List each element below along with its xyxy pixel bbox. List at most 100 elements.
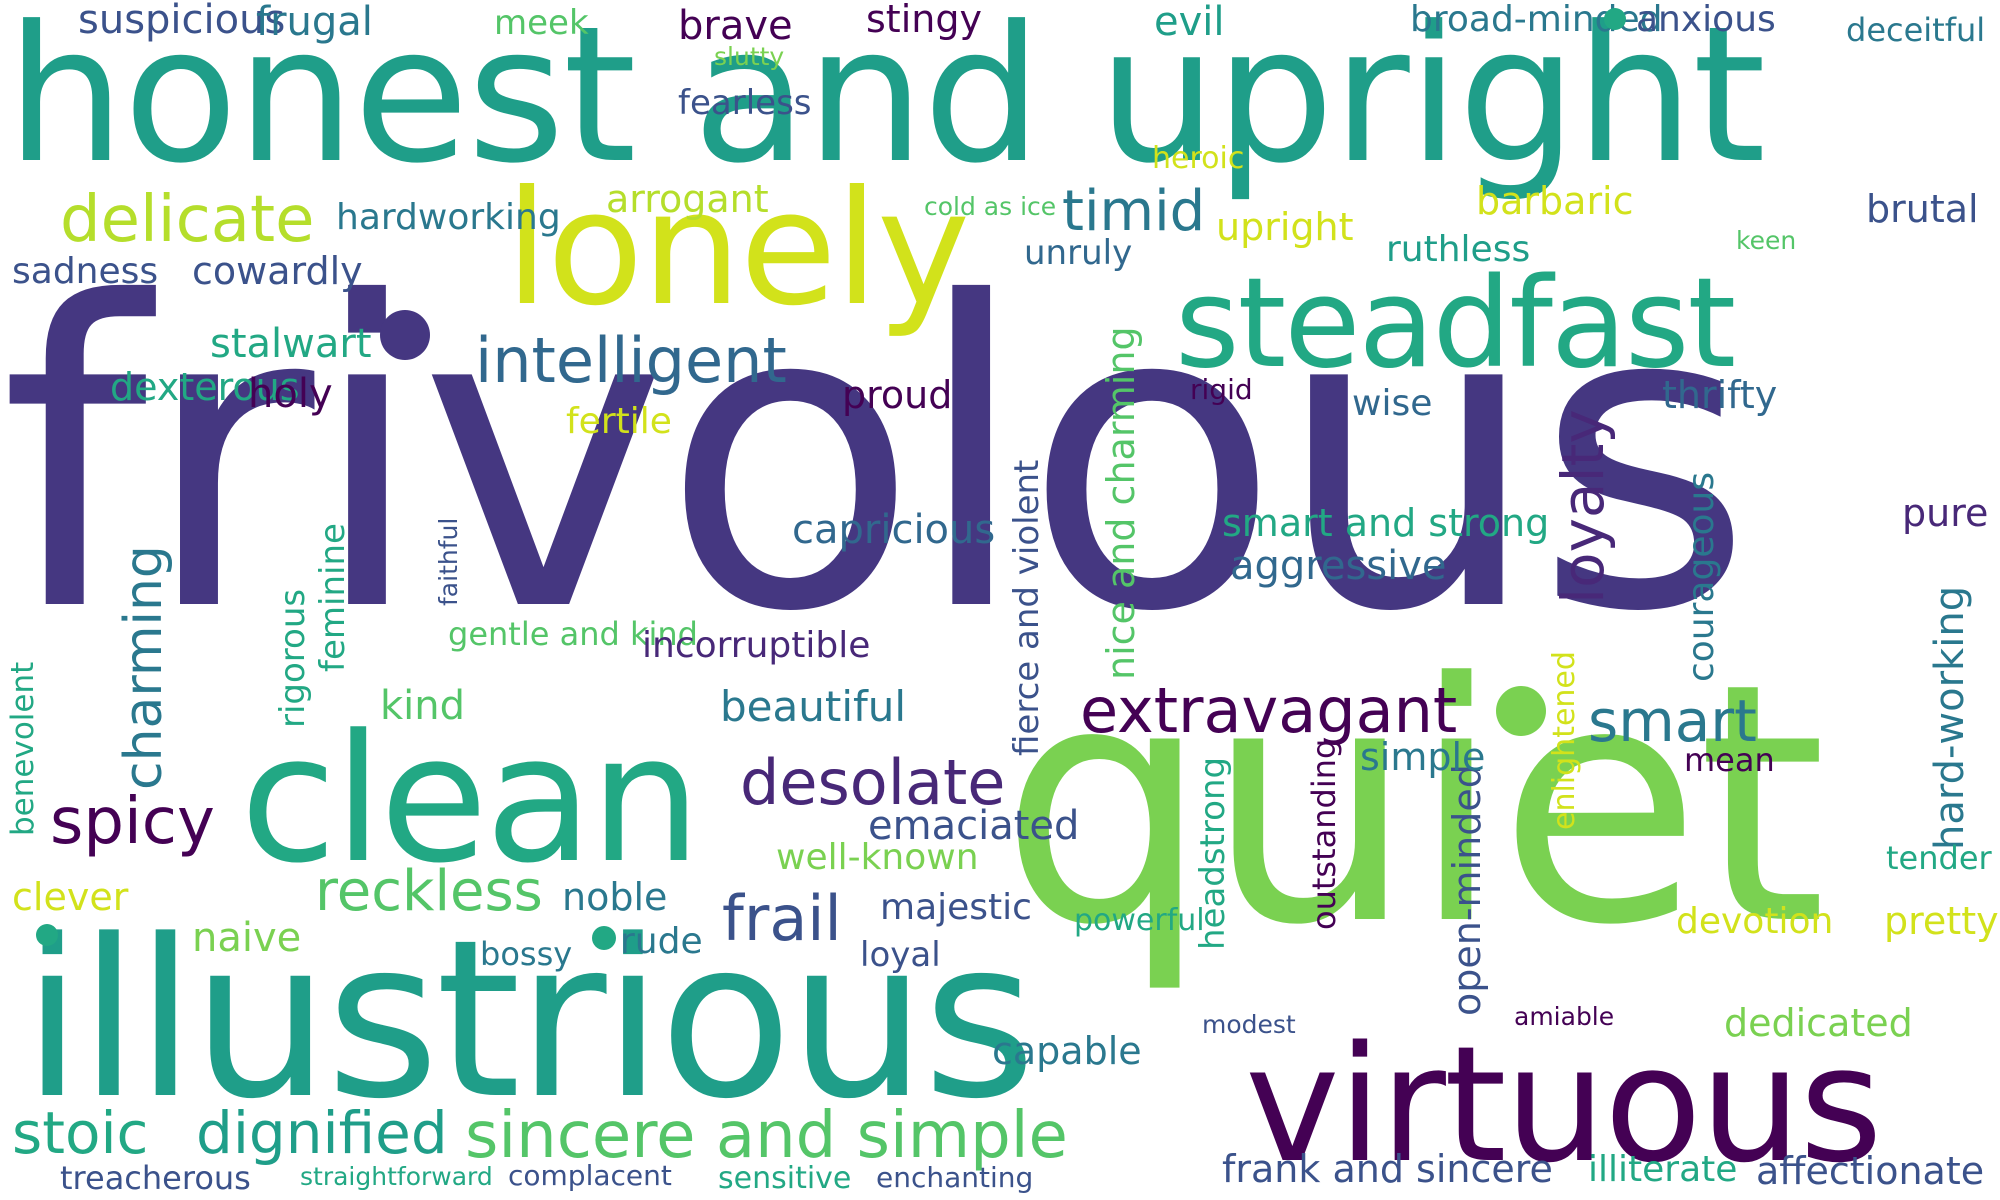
word-meek: deceitful — [1846, 11, 1986, 49]
word-enlightened: stingy — [866, 0, 982, 41]
word-spicy: spicy — [50, 785, 215, 859]
word-keen: fertile — [566, 401, 672, 442]
word-emaciated: well-known — [776, 837, 979, 878]
word-benevolent: frugal — [256, 0, 373, 45]
word-beautiful: mean — [1684, 741, 1775, 779]
word-tender: tender — [1886, 839, 1992, 877]
dot-marker — [36, 924, 58, 946]
word-extravagant: extravagant — [1080, 674, 1458, 747]
word-arrogant: unruly — [1024, 233, 1133, 273]
word-nice-and-charming: nice and charming — [1099, 326, 1143, 680]
word-stingy: fearless — [678, 83, 812, 123]
word-hard-working: hard-working — [1927, 585, 1973, 850]
word-naive: bossy — [480, 935, 573, 973]
word-kind: simple — [1360, 735, 1486, 779]
word-majestic: naive — [192, 915, 302, 961]
word-fertile: smart and strong — [1222, 501, 1550, 545]
word-sensitive: sensitive — [718, 1161, 852, 1196]
word-sadness: proud — [842, 373, 953, 417]
word-desolate: desolate — [740, 746, 1006, 819]
word-intelligent: intelligent — [475, 324, 787, 397]
word-clever: noble — [562, 875, 668, 919]
word-steadfast: steadfast — [1175, 252, 1736, 396]
word-aggressive: rigorous — [273, 588, 313, 728]
word-rigid: capricious — [792, 507, 996, 553]
word-wise: gentle and kind — [448, 615, 698, 653]
word-smart-and-strong: benevolent — [5, 661, 41, 836]
word-illustrious: illustrious — [22, 894, 1036, 1147]
word-clean: clean — [240, 697, 701, 902]
word-proud: aggressive — [1230, 543, 1447, 589]
word-feminine: brave — [678, 3, 793, 49]
word-open-minded: open-minded — [1445, 764, 1489, 1016]
word-pretty: pretty — [1884, 899, 1999, 943]
word-reckless: reckless — [315, 859, 543, 924]
word-frail: frail — [722, 882, 842, 955]
word-slutty: brutal — [1866, 187, 1979, 231]
word-dexterous: thrifty — [1662, 373, 1778, 417]
word-evil: heroic — [1152, 141, 1245, 176]
word-unruly: dexterous — [110, 365, 300, 409]
word-heroic: upright — [1216, 205, 1354, 249]
word-stoic: stoic — [12, 1099, 149, 1167]
word-cold-as-ice: ruthless — [1386, 229, 1531, 270]
word-broad-minded: arrogant — [606, 177, 769, 221]
word-upright: stalwart — [210, 321, 372, 367]
word-loyalty: loyalty — [1549, 409, 1617, 604]
word-noble: majestic — [880, 887, 1032, 928]
word-pure-and-simple: faithful — [434, 517, 463, 606]
word-treacherous: treacherous — [60, 1159, 251, 1197]
word-straightforward: straightforward — [300, 1162, 493, 1191]
word-frugal: anxious — [1636, 0, 1776, 40]
word-complacent: complacent — [508, 1159, 672, 1192]
word-dedicated: dedicated — [1724, 1001, 1913, 1045]
word-rude: loyal — [860, 935, 941, 975]
word-virtuous: virtuous — [1245, 1011, 1883, 1198]
word-modest: modest — [1202, 1010, 1296, 1039]
word-brutal: sadness — [12, 251, 159, 292]
word-capable: capable — [992, 1029, 1142, 1073]
word-illiterate: illiterate — [1588, 1149, 1738, 1190]
word-dignified: dignified — [196, 1099, 448, 1167]
word-lonely: lonely — [505, 157, 970, 341]
word-barbaric: keen — [1736, 226, 1797, 255]
word-devotion: devotion — [1676, 901, 1834, 942]
word-faithful: suspicious — [78, 0, 286, 43]
word-well-known: clever — [12, 875, 129, 919]
word-frank-and-sincere: frank and sincere — [1222, 1147, 1553, 1191]
word-gentle-and-kind: kind — [380, 683, 466, 729]
word-outstanding: evil — [1154, 0, 1225, 45]
word-loyal: powerful — [1074, 903, 1205, 938]
word-smart: smart — [1588, 687, 1757, 755]
word-mean: emaciated — [868, 803, 1080, 849]
word-affectionate: affectionate — [1756, 1149, 1985, 1193]
word-hardworking: cowardly — [192, 249, 363, 293]
word-stalwart: wise — [1352, 383, 1433, 424]
word-ruthless: holy — [248, 371, 333, 417]
word-deceitful: barbaric — [1476, 179, 1634, 223]
word-timid: timid — [1062, 179, 1206, 244]
word-delicate: delicate — [60, 183, 315, 257]
word-anxious: cold as ice — [924, 192, 1057, 221]
dot-marker — [1496, 686, 1546, 736]
word-incorruptible: beautiful — [720, 682, 907, 731]
word-bossy: rude — [620, 921, 703, 962]
word-capricious: feminine — [313, 523, 353, 672]
dot-marker — [380, 310, 430, 360]
word-rigorous: meek — [494, 3, 589, 43]
dot-marker — [1604, 8, 1626, 30]
word-fearless: hardworking — [336, 197, 561, 238]
word-powerful: outstanding — [1305, 738, 1343, 930]
word-cowardly: rigid — [1190, 373, 1253, 406]
word-frivolous: frivolous — [0, 215, 1753, 704]
word-honest-and-upright: honest and upright — [6, 0, 1766, 205]
word-sincere-and-simple: sincere and simple — [465, 1099, 1068, 1173]
word-charming: charming — [114, 545, 174, 790]
word-brave: slutty — [714, 42, 785, 71]
word-holy: pure and simple — [1902, 491, 2000, 535]
word-quiet: quiet — [1000, 613, 1827, 997]
word-enchanting: enchanting — [876, 1161, 1034, 1194]
word-amiable: amiable — [1514, 1002, 1615, 1031]
word-thrifty: incorruptible — [642, 625, 871, 666]
